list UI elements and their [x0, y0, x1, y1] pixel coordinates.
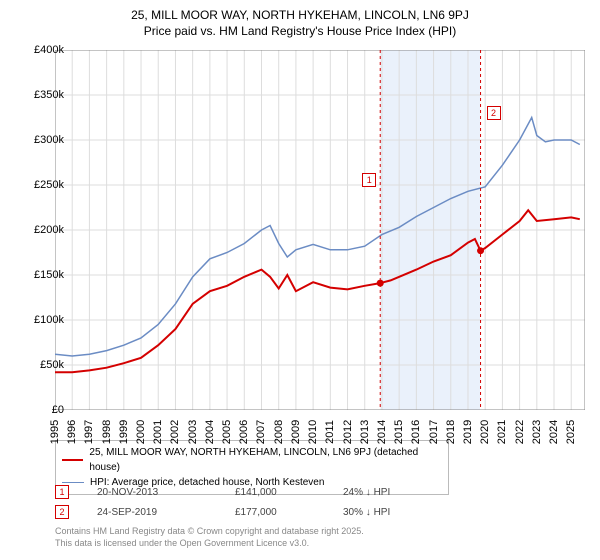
- x-tick-label: 1999: [118, 417, 130, 447]
- x-tick-label: 1997: [83, 417, 95, 447]
- x-tick-label: 2009: [290, 417, 302, 447]
- x-tick-label: 2006: [238, 417, 250, 447]
- x-tick-label: 2015: [393, 417, 405, 447]
- sale-date-2: 24-SEP-2019: [97, 507, 207, 518]
- x-tick-label: 2011: [324, 417, 336, 447]
- x-tick-label: 2008: [273, 417, 285, 447]
- x-tick-label: 2021: [496, 417, 508, 447]
- x-tick-label: 2023: [531, 417, 543, 447]
- y-tick-label: £400k: [4, 44, 64, 56]
- y-tick-label: £100k: [4, 314, 64, 326]
- x-tick-label: 2002: [169, 417, 181, 447]
- sale-pct-2: 30% ↓ HPI: [343, 507, 423, 518]
- title-block: 25, MILL MOOR WAY, NORTH HYKEHAM, LINCOL…: [0, 0, 600, 39]
- x-tick-label: 2025: [565, 417, 577, 447]
- x-tick-label: 2018: [445, 417, 457, 447]
- sales-row-1: 1 20-NOV-2013 £141,000 24% ↓ HPI: [55, 482, 423, 502]
- x-tick-label: 2024: [548, 417, 560, 447]
- sale-marker-1: 1: [55, 485, 69, 499]
- x-tick-label: 2020: [479, 417, 491, 447]
- x-tick-label: 2012: [342, 417, 354, 447]
- sales-row-2: 2 24-SEP-2019 £177,000 30% ↓ HPI: [55, 502, 423, 522]
- sale-price-2: £177,000: [235, 507, 315, 518]
- x-tick-label: 2001: [152, 417, 164, 447]
- y-tick-label: £300k: [4, 134, 64, 146]
- legend-row-property: 25, MILL MOOR WAY, NORTH HYKEHAM, LINCOL…: [62, 445, 442, 475]
- chart-sale-marker-2: 2: [487, 106, 501, 120]
- x-tick-label: 2017: [428, 417, 440, 447]
- chart-sale-marker-1: 1: [362, 173, 376, 187]
- footer-line-1: Contains HM Land Registry data © Crown c…: [55, 526, 364, 538]
- sale-marker-2: 2: [55, 505, 69, 519]
- chart-svg: [55, 50, 585, 410]
- sale-pct-1: 24% ↓ HPI: [343, 487, 423, 498]
- y-tick-label: £50k: [4, 359, 64, 371]
- x-tick-label: 1996: [66, 417, 78, 447]
- title-line-1: 25, MILL MOOR WAY, NORTH HYKEHAM, LINCOL…: [0, 8, 600, 24]
- x-tick-label: 2003: [187, 417, 199, 447]
- x-tick-label: 2019: [462, 417, 474, 447]
- x-tick-label: 2022: [514, 417, 526, 447]
- y-tick-label: £250k: [4, 179, 64, 191]
- x-tick-label: 1995: [49, 417, 61, 447]
- footer-line-2: This data is licensed under the Open Gov…: [55, 538, 364, 550]
- y-tick-label: £0: [4, 404, 64, 416]
- x-tick-label: 2014: [376, 417, 388, 447]
- chart-area: [55, 50, 585, 410]
- x-tick-label: 2005: [221, 417, 233, 447]
- sale-date-1: 20-NOV-2013: [97, 487, 207, 498]
- x-tick-label: 2004: [204, 417, 216, 447]
- x-tick-label: 2010: [307, 417, 319, 447]
- x-tick-label: 1998: [101, 417, 113, 447]
- footer: Contains HM Land Registry data © Crown c…: [55, 526, 364, 549]
- x-tick-label: 2007: [255, 417, 267, 447]
- sales-table: 1 20-NOV-2013 £141,000 24% ↓ HPI 2 24-SE…: [55, 482, 423, 522]
- sale-price-1: £141,000: [235, 487, 315, 498]
- y-tick-label: £200k: [4, 224, 64, 236]
- x-tick-label: 2013: [359, 417, 371, 447]
- legend-swatch-property: [62, 459, 83, 461]
- y-tick-label: £150k: [4, 269, 64, 281]
- y-tick-label: £350k: [4, 89, 64, 101]
- x-tick-label: 2000: [135, 417, 147, 447]
- title-line-2: Price paid vs. HM Land Registry's House …: [0, 24, 600, 40]
- legend-label-property: 25, MILL MOOR WAY, NORTH HYKEHAM, LINCOL…: [89, 445, 442, 475]
- chart-container: 25, MILL MOOR WAY, NORTH HYKEHAM, LINCOL…: [0, 0, 600, 560]
- x-tick-label: 2016: [410, 417, 422, 447]
